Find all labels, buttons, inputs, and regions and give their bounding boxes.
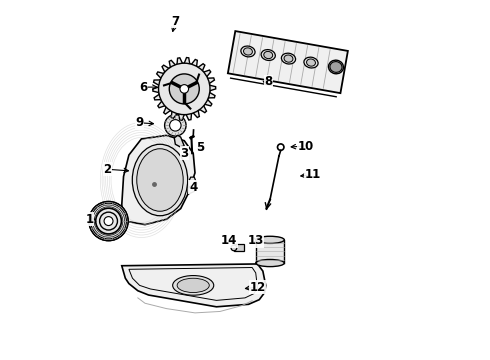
Polygon shape <box>174 135 184 147</box>
Ellipse shape <box>261 50 275 60</box>
Polygon shape <box>122 264 266 307</box>
Polygon shape <box>153 58 216 120</box>
Ellipse shape <box>137 149 183 211</box>
Polygon shape <box>228 31 348 93</box>
Ellipse shape <box>330 62 342 72</box>
Ellipse shape <box>172 275 214 295</box>
Ellipse shape <box>304 57 318 68</box>
Ellipse shape <box>165 114 186 136</box>
Text: 5: 5 <box>196 141 204 154</box>
Polygon shape <box>122 135 195 225</box>
Text: 11: 11 <box>305 168 321 181</box>
Text: 2: 2 <box>103 163 112 176</box>
Ellipse shape <box>307 59 316 66</box>
Ellipse shape <box>132 144 188 216</box>
Text: 9: 9 <box>136 116 144 129</box>
Ellipse shape <box>159 63 210 114</box>
Ellipse shape <box>241 46 255 57</box>
Text: 4: 4 <box>189 181 197 194</box>
Text: 7: 7 <box>172 14 179 27</box>
Ellipse shape <box>328 60 343 74</box>
Ellipse shape <box>256 236 284 243</box>
Ellipse shape <box>264 51 272 59</box>
Ellipse shape <box>170 120 181 131</box>
Text: 14: 14 <box>220 234 237 247</box>
Ellipse shape <box>104 217 113 226</box>
Ellipse shape <box>231 245 237 251</box>
Ellipse shape <box>281 53 295 64</box>
Polygon shape <box>188 177 197 194</box>
Ellipse shape <box>89 202 128 241</box>
Text: 3: 3 <box>180 147 188 160</box>
Ellipse shape <box>180 85 189 93</box>
Text: 13: 13 <box>247 234 264 247</box>
Text: 1: 1 <box>86 213 94 226</box>
Ellipse shape <box>284 55 293 62</box>
Polygon shape <box>234 244 244 251</box>
Text: 12: 12 <box>249 281 266 294</box>
Ellipse shape <box>256 260 284 267</box>
Text: 8: 8 <box>264 75 272 88</box>
Ellipse shape <box>169 74 199 104</box>
Text: 6: 6 <box>139 81 147 94</box>
Ellipse shape <box>244 48 252 55</box>
Ellipse shape <box>177 278 209 293</box>
Text: 10: 10 <box>297 140 314 153</box>
